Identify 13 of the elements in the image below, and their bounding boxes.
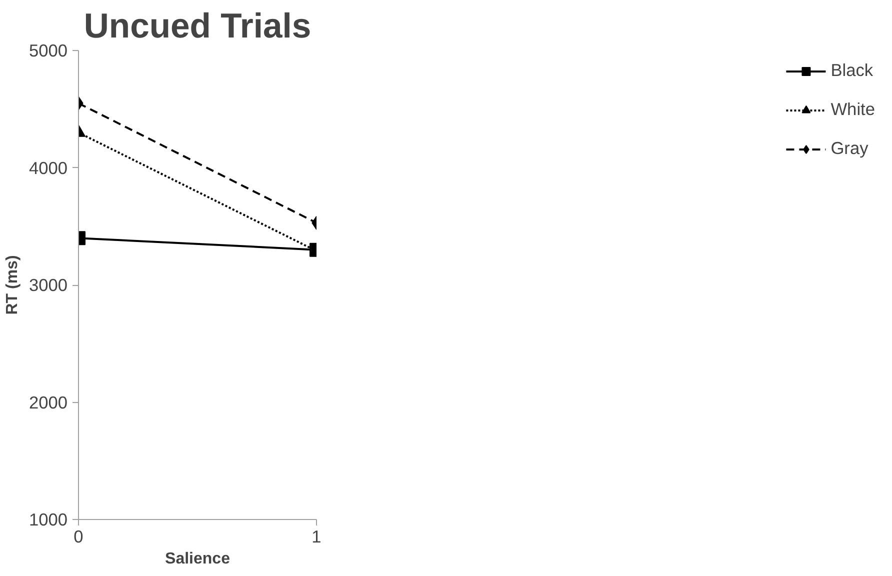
x-tick-label: 0 <box>74 526 84 546</box>
legend-label: Gray <box>830 138 868 159</box>
legend-label: Black <box>830 60 874 81</box>
x-axis-title: Salience <box>165 550 230 568</box>
y-tick-label: 1000 <box>28 510 68 530</box>
y-axis-title: RT (ms) <box>4 255 21 315</box>
y-tick-label: 3000 <box>28 275 68 295</box>
y-tick-label: 5000 <box>28 40 68 60</box>
x-tick-label: 1 <box>312 526 322 546</box>
legend-label: White <box>830 99 875 120</box>
y-tick-label: 4000 <box>28 158 68 178</box>
y-tick-label: 2000 <box>28 392 68 412</box>
chart-title: Uncued Trials <box>84 8 312 46</box>
